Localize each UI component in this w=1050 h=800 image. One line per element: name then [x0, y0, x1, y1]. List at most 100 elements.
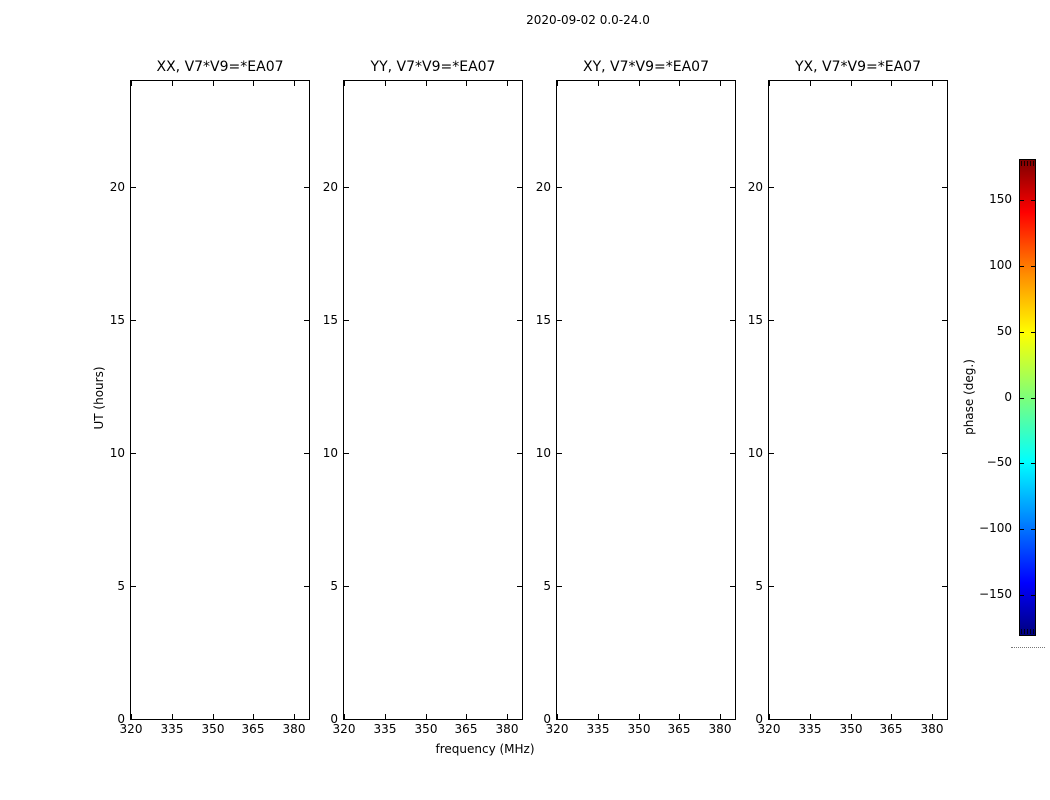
- y-tick-mark: [131, 320, 136, 321]
- x-tick-mark: [891, 714, 892, 719]
- y-tick-mark: [730, 586, 735, 587]
- y-tick-mark: [730, 187, 735, 188]
- y-tick-mark: [131, 187, 136, 188]
- x-tick-label: 365: [454, 722, 478, 736]
- x-tick-label: 380: [708, 722, 732, 736]
- x-tick-label: 335: [373, 722, 397, 736]
- x-tick-mark: [466, 714, 467, 719]
- x-tick-mark: [131, 714, 132, 719]
- colorbar-tick-mark: [1031, 529, 1035, 530]
- colorbar-hatch-top-icon: [1021, 161, 1034, 166]
- x-tick-label: 320: [545, 722, 569, 736]
- colorbar-tick-mark: [1031, 398, 1035, 399]
- colorbar-tick-mark: [1020, 595, 1024, 596]
- x-tick-mark: [172, 714, 173, 719]
- y-tick-mark: [517, 320, 522, 321]
- colorbar-label: phase (deg.): [962, 359, 976, 435]
- y-tick-mark: [769, 187, 774, 188]
- colorbar-tick-label: 100: [989, 258, 1012, 272]
- x-tick-mark: [507, 714, 508, 719]
- colorbar-tick-mark: [1031, 463, 1035, 464]
- panel-2: YY, V7*V9=*EA07 320 335 350 365 380 0 5 10 15 20: [323, 59, 523, 736]
- y-tick-label: 0: [330, 712, 338, 726]
- x-tick-mark: [466, 81, 467, 86]
- x-tick-mark: [557, 714, 558, 719]
- y-tick-mark: [942, 719, 947, 720]
- x-tick-label: 320: [119, 722, 143, 736]
- x-tick-mark: [810, 714, 811, 719]
- y-tick-label: 15: [322, 313, 338, 327]
- x-tick-label: 335: [586, 722, 610, 736]
- y-tick-mark: [131, 719, 136, 720]
- y-tick-mark: [304, 187, 309, 188]
- x-tick-mark: [557, 81, 558, 86]
- y-tick-mark: [557, 719, 562, 720]
- y-tick-label: 5: [543, 579, 551, 593]
- y-tick-label: 20: [747, 180, 763, 194]
- x-tick-label: 320: [757, 722, 781, 736]
- y-tick-label: 10: [747, 446, 763, 460]
- x-tick-mark: [385, 714, 386, 719]
- x-tick-mark: [598, 81, 599, 86]
- y-tick-mark: [730, 719, 735, 720]
- panel-title: XX, V7*V9=*EA07: [156, 59, 284, 75]
- y-tick-mark: [344, 187, 349, 188]
- x-tick-mark: [769, 714, 770, 719]
- x-tick-mark: [253, 714, 254, 719]
- x-tick-label: 335: [798, 722, 822, 736]
- colorbar-tick-label: −100: [979, 521, 1012, 535]
- y-tick-mark: [769, 719, 774, 720]
- y-tick-mark: [942, 586, 947, 587]
- x-tick-label: 380: [920, 722, 944, 736]
- x-tick-mark: [172, 81, 173, 86]
- x-tick-mark: [810, 81, 811, 86]
- y-tick-mark: [769, 320, 774, 321]
- x-tick-mark: [891, 81, 892, 86]
- x-tick-mark: [426, 81, 427, 86]
- y-tick-mark: [304, 586, 309, 587]
- y-tick-label: 10: [535, 446, 551, 460]
- y-tick-mark: [344, 719, 349, 720]
- colorbar-hatch-bottom-icon: [1021, 629, 1034, 634]
- x-tick-label: 365: [241, 722, 265, 736]
- panel-1: XX, V7*V9=*EA07 320 335 350 365 380 0 5 10 15 20: [110, 59, 310, 736]
- colorbar-tick-mark: [1031, 595, 1035, 596]
- x-tick-mark: [294, 81, 295, 86]
- colorbar: [1019, 159, 1036, 636]
- y-tick-mark: [304, 453, 309, 454]
- y-tick-mark: [517, 586, 522, 587]
- y-tick-mark: [942, 453, 947, 454]
- x-axis-label: frequency (MHz): [435, 742, 535, 756]
- y-tick-mark: [304, 320, 309, 321]
- y-tick-mark: [344, 586, 349, 587]
- y-tick-label: 0: [755, 712, 763, 726]
- x-tick-label: 335: [160, 722, 184, 736]
- colorbar-tick-mark: [1020, 200, 1024, 201]
- y-tick-mark: [730, 320, 735, 321]
- y-tick-mark: [344, 320, 349, 321]
- y-tick-mark: [557, 320, 562, 321]
- x-tick-mark: [639, 81, 640, 86]
- y-tick-mark: [557, 187, 562, 188]
- x-tick-mark: [213, 81, 214, 86]
- x-tick-mark: [720, 81, 721, 86]
- y-tick-mark: [517, 453, 522, 454]
- x-tick-mark: [598, 714, 599, 719]
- x-tick-mark: [253, 81, 254, 86]
- y-tick-mark: [131, 586, 136, 587]
- y-tick-mark: [131, 453, 136, 454]
- colorbar-tick-mark: [1031, 332, 1035, 333]
- x-tick-mark: [679, 81, 680, 86]
- panel-title: XY, V7*V9=*EA07: [583, 59, 709, 75]
- x-tick-mark: [932, 714, 933, 719]
- colorbar-tick-mark: [1020, 332, 1024, 333]
- colorbar-tick-mark: [1020, 266, 1024, 267]
- x-tick-mark: [932, 81, 933, 86]
- y-tick-label: 0: [117, 712, 125, 726]
- y-tick-label: 15: [535, 313, 551, 327]
- y-tick-label: 10: [322, 446, 338, 460]
- y-tick-mark: [517, 187, 522, 188]
- y-tick-label: 15: [109, 313, 125, 327]
- x-tick-mark: [426, 714, 427, 719]
- colorbar-tick-mark: [1031, 266, 1035, 267]
